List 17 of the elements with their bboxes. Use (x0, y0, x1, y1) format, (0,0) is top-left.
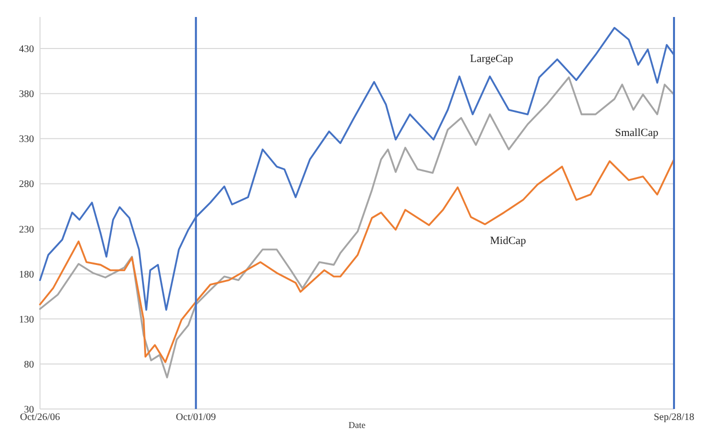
y-tick-label: 430 (19, 44, 34, 56)
x-tick-label: Sep/28/18 (654, 412, 694, 423)
series-label: SmallCap (615, 127, 659, 139)
y-tick-label: 180 (19, 269, 34, 280)
series-label: LargeCap (470, 53, 514, 65)
x-tick-label: Oct/26/06 (20, 412, 60, 423)
y-tick-label: 330 (19, 134, 34, 146)
y-tick-label: 130 (19, 314, 34, 326)
y-tick-label: 380 (19, 89, 34, 100)
line-series (39, 76, 675, 378)
y-tick-label: 80 (24, 359, 34, 370)
x-axis-title: Date (348, 420, 366, 430)
x-tick-label: Oct/01/09 (176, 412, 216, 423)
series-label: MidCap (490, 235, 527, 247)
y-tick-label: 230 (19, 224, 34, 236)
y-tick-label: 280 (19, 179, 34, 190)
line-series (39, 158, 675, 364)
